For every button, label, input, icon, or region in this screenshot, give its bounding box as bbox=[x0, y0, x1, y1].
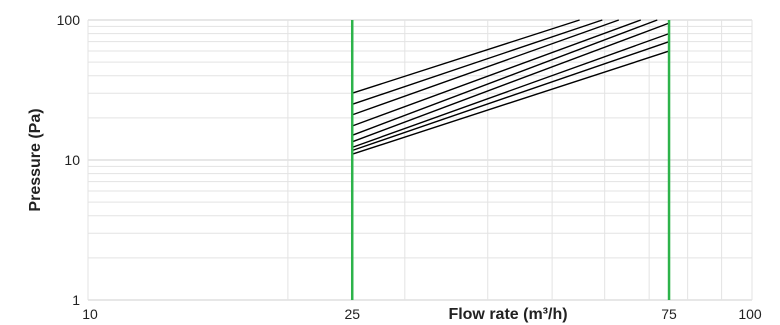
series-line-2 bbox=[351, 19, 603, 105]
x-tick-labels: 10 25 75 100 bbox=[82, 306, 762, 322]
y-axis-title: Pressure (Pa) bbox=[27, 108, 44, 211]
series-line-1 bbox=[351, 19, 580, 94]
x-tick-label: 100 bbox=[738, 306, 762, 322]
y-tick-label: 10 bbox=[64, 152, 80, 168]
x-axis-title: Flow rate (m³/h) bbox=[448, 306, 567, 323]
series-line-3 bbox=[351, 19, 620, 116]
series-line-9 bbox=[351, 50, 670, 155]
series-line-8 bbox=[351, 41, 670, 152]
y-tick-label: 1 bbox=[72, 292, 80, 308]
series-line-7 bbox=[351, 32, 670, 149]
grid bbox=[87, 19, 753, 301]
reference-lines bbox=[350, 20, 671, 300]
series-line-4 bbox=[351, 19, 642, 127]
x-tick-label: 25 bbox=[344, 306, 360, 322]
series-line-6 bbox=[351, 22, 670, 143]
y-tick-labels: 1 10 100 bbox=[57, 12, 81, 308]
series-line-5 bbox=[351, 19, 658, 136]
y-tick-label: 100 bbox=[57, 12, 81, 28]
series-lines bbox=[351, 19, 670, 155]
x-tick-label: 10 bbox=[82, 306, 98, 322]
x-tick-label: 75 bbox=[661, 306, 677, 322]
